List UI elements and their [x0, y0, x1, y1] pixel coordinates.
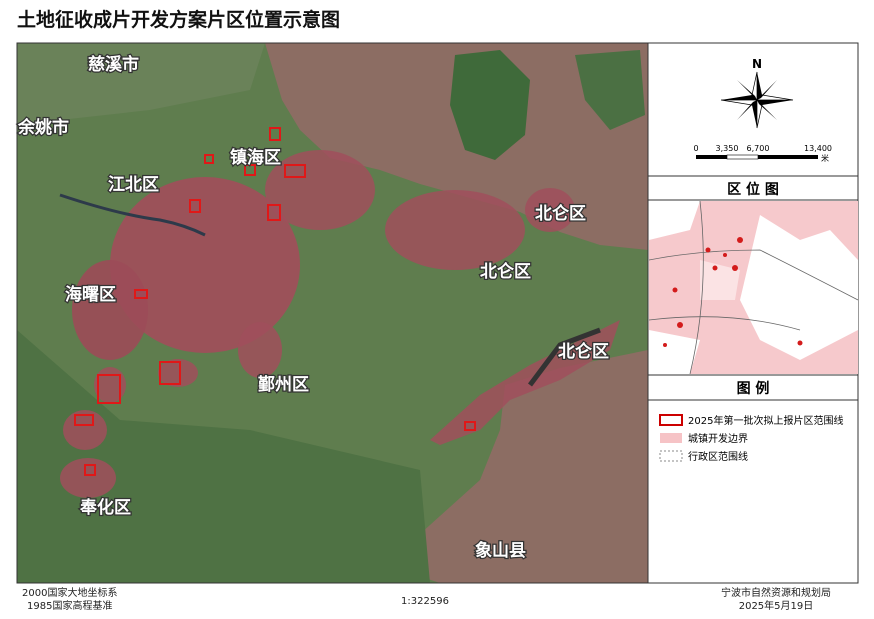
place-label: 余姚市 [17, 117, 69, 138]
map-labels: 慈溪市 余姚市 镇海区 江北区 北仑区 北仑区 北仑区 海曙区 鄞州区 奉化区 … [16, 53, 611, 563]
inset-map [649, 201, 858, 374]
side-panel: N 0 3,350 6,700 13,400 米 区 位 图 [647, 42, 859, 584]
scale-bar: 0 3,350 6,700 13,400 米 [693, 144, 832, 163]
inset-title: 区 位 图 [727, 181, 779, 198]
place-label: 江北区 [108, 175, 159, 195]
legend-label: 2025年第一批次拟上报片区范围线 [688, 414, 843, 427]
footer: 2000国家大地坐标系 1985国家高程基准 1:322596 宁波市自然资源和… [22, 586, 831, 612]
north-arrow [720, 71, 794, 129]
place-label: 海曙区 [65, 284, 116, 305]
title: 土地征收成片开发方案片区位置示意图 [17, 8, 340, 31]
place-label: 北仑区 [558, 341, 609, 362]
footer-text: 1985国家高程基准 [27, 599, 112, 612]
place-label: 鄞州区 [258, 375, 309, 395]
place-label: 象山县 [475, 540, 526, 561]
place-label: 慈溪市 [88, 54, 139, 75]
place-label: 北仑区 [480, 261, 531, 282]
legend-swatch [659, 414, 683, 426]
map [17, 43, 648, 583]
footer-text: 2025年5月19日 [739, 599, 814, 612]
footer-text: 宁波市自然资源和规划局 [721, 586, 831, 599]
footer-text: 2000国家大地坐标系 [22, 586, 117, 599]
place-label: 镇海区 [230, 147, 281, 168]
scale-label: 0 [693, 144, 698, 153]
scale-label: 3,350 [716, 144, 739, 153]
scale-unit: 米 [821, 153, 829, 163]
legend-label: 行政区范围线 [688, 450, 748, 463]
scale-label: 13,400 [804, 144, 832, 153]
north-label: N [752, 57, 762, 71]
footer-text: 1:322596 [401, 596, 449, 607]
place-label: 奉化区 [79, 497, 131, 518]
legend-label: 城镇开发边界 [688, 432, 748, 445]
legend-title: 图 例 [737, 380, 770, 397]
place-label: 北仑区 [535, 203, 586, 224]
scale-label: 6,700 [747, 144, 770, 153]
legend-swatch [660, 433, 682, 443]
